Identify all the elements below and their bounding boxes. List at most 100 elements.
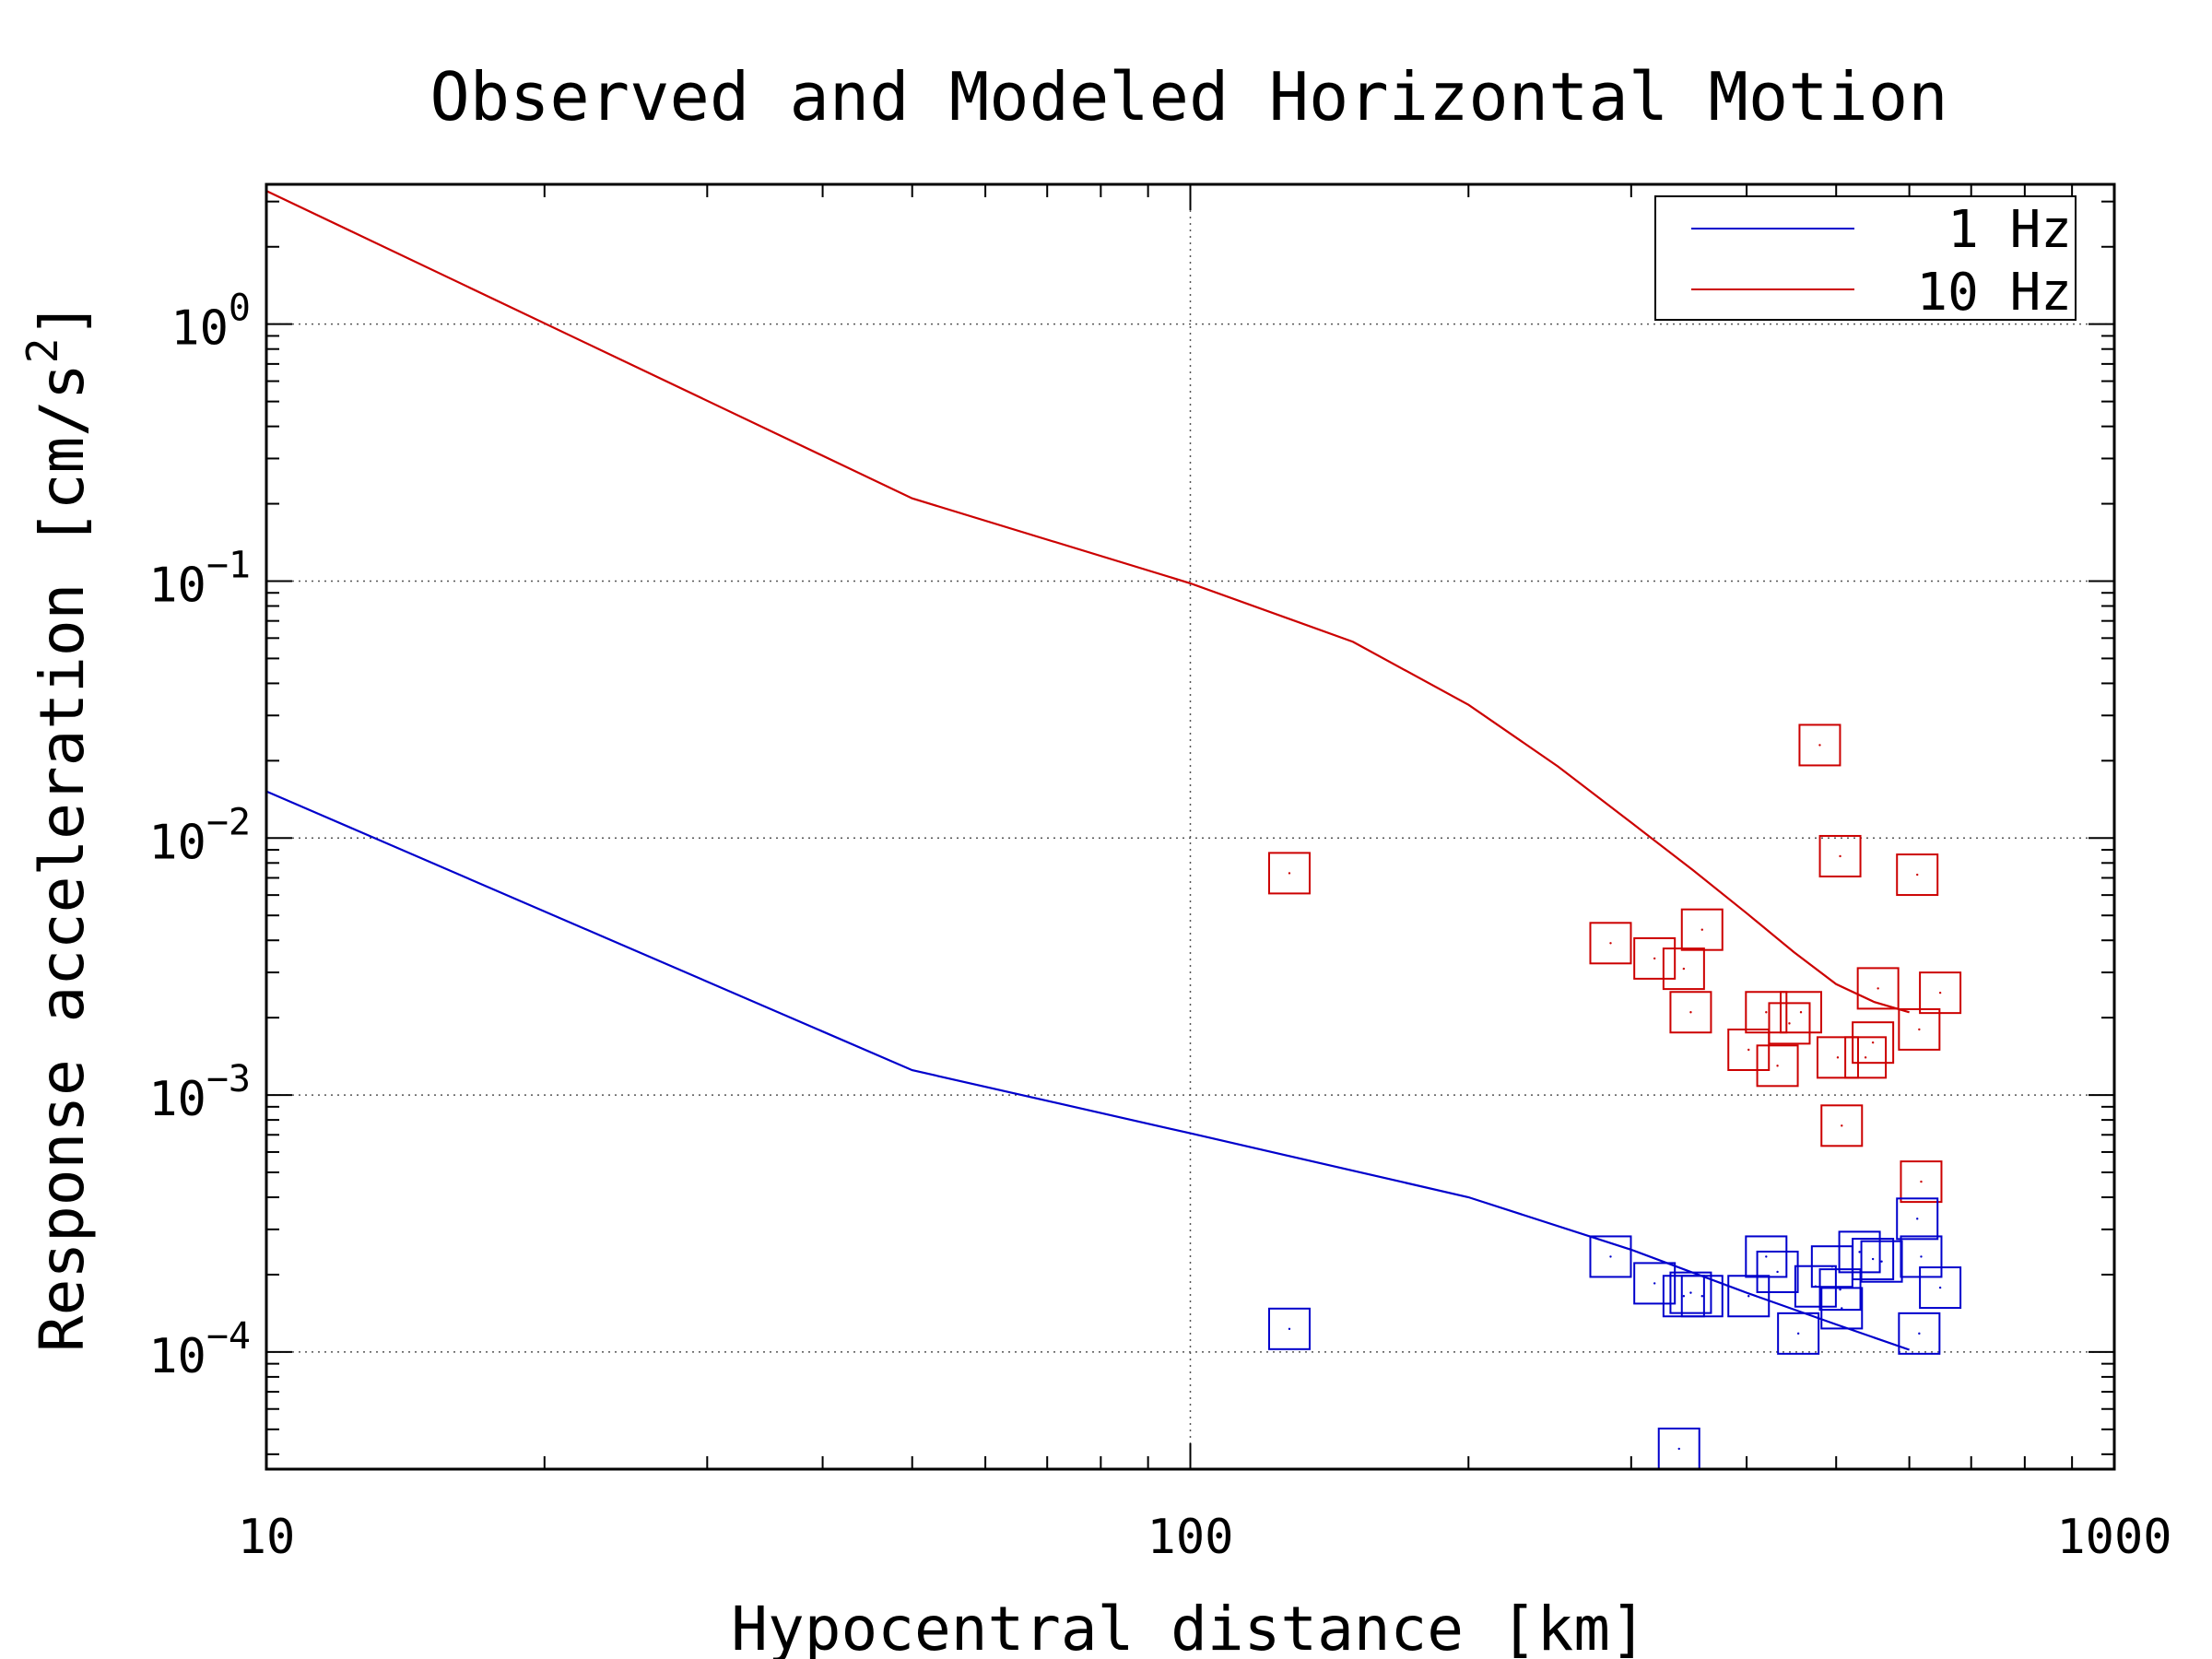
observed-points xyxy=(1267,724,1962,1470)
observed-point-center xyxy=(1830,1265,1834,1268)
observed-point-center xyxy=(1818,744,1821,747)
observed-point-center xyxy=(1609,942,1612,945)
observed-point-center xyxy=(1918,1332,1921,1335)
observed-point-center xyxy=(1916,1218,1919,1220)
observed-point-marker xyxy=(1852,1021,1895,1065)
x-tick-label: 10 xyxy=(238,1510,296,1565)
y-tick-label-base: 10 xyxy=(171,301,229,357)
observed-point-center xyxy=(1609,1255,1612,1258)
observed-point-marker xyxy=(1919,971,1962,1015)
observed-point-marker xyxy=(1589,1235,1632,1278)
observed-point-marker xyxy=(1745,1235,1788,1278)
observed-point-center xyxy=(1653,1282,1656,1285)
observed-point-center xyxy=(1288,1327,1291,1331)
chart-title: Observed and Modeled Horizontal Motion xyxy=(429,58,1947,135)
observed-point-center xyxy=(1796,1332,1800,1335)
observed-point-center xyxy=(1682,1295,1686,1298)
observed-point-center xyxy=(1836,1056,1840,1059)
y-tick-label-base: 10 xyxy=(148,1072,206,1127)
observed-point-center xyxy=(1799,1011,1803,1014)
observed-point-marker xyxy=(1919,1266,1962,1310)
grid xyxy=(266,184,2114,1469)
y-axis-label-superscript: 2 xyxy=(18,338,67,364)
observed-point-center xyxy=(1938,991,1942,994)
observed-point-center xyxy=(1765,1255,1768,1258)
observed-point-center xyxy=(1839,1288,1841,1291)
observed-point-center xyxy=(1765,1011,1768,1014)
observed-point-center xyxy=(1880,1260,1883,1263)
observed-point-center xyxy=(1747,1048,1750,1052)
observed-point-marker xyxy=(1818,834,1862,877)
observed-point-marker xyxy=(1900,1235,1943,1278)
observed-point-center xyxy=(1689,1291,1692,1294)
plot-frame xyxy=(265,182,2116,1471)
observed-point-center xyxy=(1920,1180,1923,1183)
observed-point-marker xyxy=(1896,853,1939,897)
observed-point-marker xyxy=(1589,922,1632,965)
observed-point-marker xyxy=(1898,1312,1941,1355)
observed-point-center xyxy=(1776,1270,1779,1274)
observed-point-marker xyxy=(1820,1287,1864,1330)
observed-point-marker xyxy=(1662,947,1705,991)
observed-point-center xyxy=(1871,1257,1875,1261)
x-tick-label: 1000 xyxy=(2056,1510,2171,1565)
y-tick-label-exponent: −1 xyxy=(206,544,251,586)
observed-point-center xyxy=(1788,1022,1791,1025)
y-tick-label-exponent: −4 xyxy=(206,1315,251,1358)
observed-point-marker xyxy=(1838,1230,1881,1274)
observed-point-marker xyxy=(1820,1104,1864,1147)
x-tick-label: 100 xyxy=(1147,1510,1234,1565)
observed-point-center xyxy=(1841,1307,1843,1310)
observed-point-center xyxy=(1920,1255,1923,1258)
observed-point-center xyxy=(1858,1251,1861,1253)
y-tick-label: 10−4 xyxy=(148,1315,251,1384)
y-tick-label-base: 10 xyxy=(148,558,206,613)
observed-point-center xyxy=(1877,987,1879,990)
legend-label-1hz: 1 Hz xyxy=(1947,200,2072,260)
model-line-1 xyxy=(265,190,1910,1014)
y-tick-label-exponent: 0 xyxy=(229,288,251,330)
model-line-0 xyxy=(265,790,1910,1351)
observed-point-center xyxy=(1677,1447,1680,1451)
observed-point-marker xyxy=(1756,1250,1799,1293)
observed-point-center xyxy=(1871,1041,1875,1044)
observed-point-center xyxy=(1747,1295,1750,1298)
observed-point-center xyxy=(1776,1065,1779,1067)
observed-point-marker xyxy=(1852,1238,1895,1281)
axis-ticks xyxy=(265,184,2114,1469)
observed-point-marker xyxy=(1777,1312,1820,1355)
y-tick-label-base: 10 xyxy=(148,1329,206,1384)
y-tick-label-base: 10 xyxy=(148,815,206,870)
observed-point-marker xyxy=(1900,1160,1943,1204)
observed-point-marker xyxy=(1780,991,1823,1034)
observed-point-marker xyxy=(1856,967,1900,1010)
observed-point-marker xyxy=(1768,1002,1811,1045)
observed-point-marker xyxy=(1727,1028,1771,1071)
observed-point-marker xyxy=(1844,1036,1888,1079)
y-axis-label-close: ] xyxy=(27,301,98,338)
observed-point-center xyxy=(1653,957,1656,960)
observed-point-marker xyxy=(1745,991,1788,1034)
x-axis-label: Hypocentral distance [km] xyxy=(731,1594,1646,1659)
observed-point-marker xyxy=(1680,908,1724,951)
observed-point-marker xyxy=(1267,1307,1311,1350)
observed-point-center xyxy=(1839,854,1841,858)
observed-point-marker xyxy=(1816,1036,1859,1079)
model-lines xyxy=(265,190,1910,1351)
observed-point-marker xyxy=(1860,1240,1903,1283)
observed-point-center xyxy=(1689,1011,1692,1014)
observed-point-center xyxy=(1700,928,1703,931)
observed-point-marker xyxy=(1756,1044,1799,1088)
observed-point-center xyxy=(1864,1056,1867,1059)
legend-label-10hz: 10 Hz xyxy=(1916,263,2072,323)
legend-box xyxy=(1654,195,2077,321)
y-tick-label: 10−3 xyxy=(148,1058,251,1127)
observed-point-center xyxy=(1938,1286,1942,1289)
observed-point-center xyxy=(1682,967,1686,971)
observed-point-marker xyxy=(1669,991,1712,1034)
observed-point-center xyxy=(1700,1295,1703,1298)
y-axis-label-text: Response acceleration [cm/s xyxy=(27,363,98,1352)
observed-point-marker xyxy=(1798,724,1841,767)
